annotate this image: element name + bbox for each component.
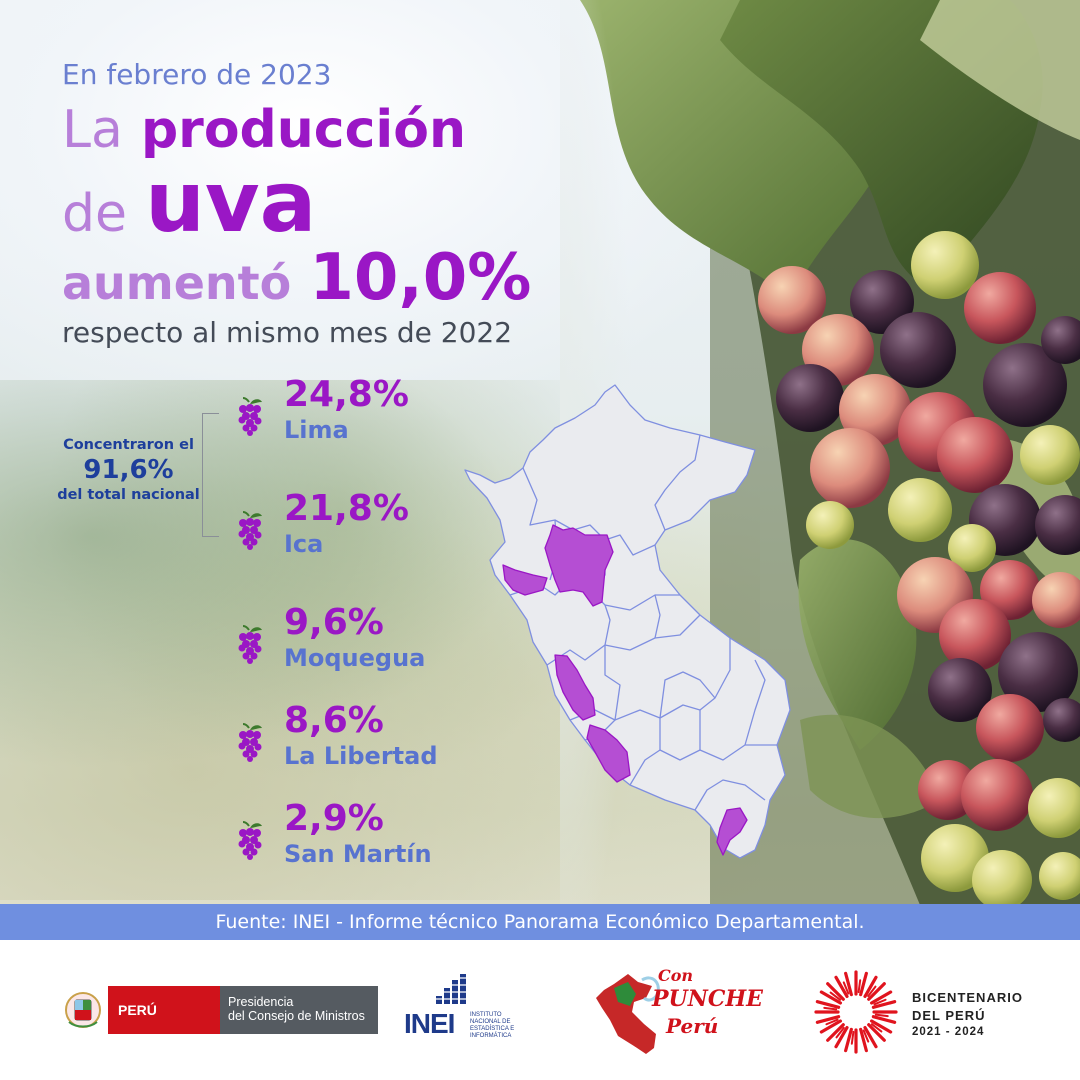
grape-icon: [238, 511, 262, 550]
note-line-1: Concentraron el: [63, 437, 194, 453]
region-name: Lima: [284, 416, 349, 444]
date-kicker: En febrero de 2023: [62, 58, 332, 91]
region-percent: 21,8%: [284, 488, 409, 529]
map-region-ica: [586, 724, 631, 783]
grape-icon: [238, 821, 262, 860]
map-region-la-libertad: [544, 524, 614, 607]
grape-icon: [238, 625, 262, 664]
inei-wordmark: INEI: [404, 1008, 455, 1039]
headline-word-produccion: producción: [140, 100, 467, 160]
punche-word-con: Con: [658, 966, 694, 985]
pcm-line-2: del Consejo de Ministros: [228, 1009, 365, 1023]
con-punche-peru-logo: Con PUNCHE Perú: [594, 966, 763, 1058]
region-percent: 24,8%: [284, 374, 409, 415]
punche-word-punche: PUNCHE: [652, 986, 763, 1012]
grape-icon: [238, 723, 262, 762]
bicentenario-line-2: DEL PERÚ: [912, 1008, 986, 1023]
region-percent: 9,6%: [284, 602, 384, 643]
comparison-subline: respecto al mismo mes de 2022: [62, 316, 513, 349]
headline-growth-percent: 10,0%: [309, 241, 532, 315]
peru-map: [464, 384, 791, 859]
note-value: 91,6%: [83, 454, 174, 485]
bicentenario-years: 2021 - 2024: [912, 1026, 985, 1038]
bicentenario-sun-icon: [814, 970, 898, 1054]
headline-line-3: aumentó 10,0%: [62, 246, 531, 310]
pcm-line-1: Presidencia: [228, 995, 294, 1009]
map-region-moquegua: [716, 807, 748, 856]
concentration-note: Concentraron el 91,6% del total nacional: [56, 436, 201, 505]
region-item: 24,8% Lima: [236, 376, 486, 456]
peru-silhouette-icon: [596, 974, 660, 1054]
pcm-logo: PERÚ Presidencia del Consejo de Ministro…: [64, 986, 378, 1034]
source-bar: Fuente: INEI - Informe técnico Panorama …: [0, 904, 1080, 940]
bicentenario-logo: BICENTENARIO DEL PERÚ 2021 - 2024: [812, 968, 1052, 1058]
region-percent: 2,9%: [284, 798, 384, 839]
region-name: Ica: [284, 530, 324, 558]
headline-word-uva: uva: [145, 153, 317, 251]
region-name: Moquegua: [284, 644, 426, 672]
footer-logos: PERÚ Presidencia del Consejo de Ministro…: [0, 940, 1080, 1080]
headline-word-de: de: [62, 184, 127, 244]
inei-fullname: INSTITUTO NACIONAL DE ESTADÍSTICA E INFO…: [470, 1012, 515, 1039]
grape-cluster-photo: [560, 0, 1080, 905]
peru-badge: PERÚ: [108, 986, 220, 1034]
region-item: 2,9% San Martín: [236, 800, 486, 880]
headline-line-1: La producción: [62, 104, 466, 156]
map-region-lambayeque-area: [502, 564, 548, 596]
pcm-text: Presidencia del Consejo de Ministros: [220, 986, 378, 1034]
region-item: 21,8% Ica: [236, 490, 486, 570]
bracket-divider: [202, 413, 219, 537]
punche-word-peru: Perú: [666, 1014, 719, 1038]
peru-outline: [464, 384, 791, 859]
coat-of-arms-icon: [65, 992, 101, 1028]
headline-word-aumento: aumentó: [62, 256, 292, 310]
region-item: 9,6% Moquegua: [236, 604, 486, 684]
inei-mark-icon: [430, 974, 470, 1004]
bicentenario-line-1: BICENTENARIO: [912, 990, 1023, 1005]
note-line-3: del total nacional: [57, 487, 200, 504]
region-name: La Libertad: [284, 742, 438, 770]
grape-icon: [238, 397, 262, 436]
headline-line-2: de uva: [62, 160, 316, 244]
map-region-lima: [554, 654, 596, 721]
headline-word-la: La: [62, 100, 123, 160]
inei-logo: INEI INSTITUTO NACIONAL DE ESTADÍSTICA E…: [400, 970, 520, 1040]
region-item: 8,6% La Libertad: [236, 702, 486, 782]
region-percent: 8,6%: [284, 700, 384, 741]
region-name: San Martín: [284, 840, 432, 868]
